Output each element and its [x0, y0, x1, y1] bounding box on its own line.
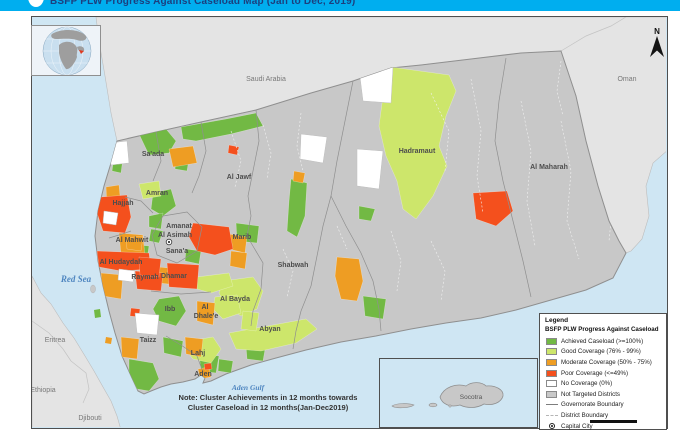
- title-bar: BSFP PLW Progress Against Caseload Map (…: [0, 0, 680, 11]
- swatch-not-targeted: [546, 390, 557, 398]
- main-map: Sa'ada Al Jawf Amran Hajjah Marib Al Mah…: [32, 17, 666, 427]
- label-eritrea: Eritrea: [45, 337, 66, 344]
- label-al-asimah: Al Asimah: [158, 232, 192, 239]
- label-al-jawf: Al Jawf: [227, 174, 252, 181]
- capital-city-symbol: [165, 238, 173, 246]
- note: Note: Cluster Achievements in 12 months …: [163, 393, 373, 412]
- label-sanaa: Sana'a: [166, 248, 188, 255]
- note-line-1: Note: Cluster Achievements in 12 months …: [178, 393, 358, 402]
- map-labels: Sa'ada Al Jawf Amran Hajjah Marib Al Mah…: [32, 76, 637, 422]
- label-aden-gulf: Aden Gulf: [231, 383, 266, 392]
- label-djibouti: Djibouti: [78, 415, 102, 422]
- label-al-hudaydah: Al Hudaydah: [100, 259, 143, 266]
- legend-item-capital-city: Capital City: [545, 421, 661, 430]
- label-ibb: Ibb: [165, 306, 176, 313]
- island-districts: [94, 309, 112, 344]
- legend-item-achieved: Achieved Caseload (>=100%): [545, 336, 661, 347]
- label-hadramaut: Hadramaut: [399, 148, 436, 155]
- socotra-inset: Socotra: [379, 358, 538, 428]
- globe-icon: [42, 26, 92, 75]
- label-marib: Marib: [233, 234, 252, 241]
- governorate-boundaries: [108, 57, 532, 373]
- swatch-moderate: [546, 358, 557, 366]
- north-arrow-icon: [650, 36, 664, 57]
- legend-item-moderate: Moderate Coverage (50% - 75%): [545, 357, 661, 368]
- label-lahj: Lahj: [191, 350, 205, 357]
- legend-subtitle: BSFP PLW Progress Against Caseload: [545, 326, 659, 333]
- label-raymah: Raymah: [131, 274, 158, 281]
- label-amran: Amran: [146, 190, 168, 197]
- legend-title: Legend: [545, 317, 569, 324]
- governorate-boundary-symbol: [545, 404, 558, 406]
- north-arrow: N: [648, 27, 666, 63]
- districts-poor: [96, 144, 514, 371]
- label-oman: Oman: [617, 76, 636, 83]
- label-al-mahwit: Al Mahwit: [116, 237, 149, 244]
- label-al-bayda: Al Bayda: [220, 296, 250, 303]
- capital-city-icon: [548, 423, 555, 430]
- label-shabwah: Shabwah: [278, 262, 309, 269]
- swatch-poor: [546, 369, 557, 377]
- legend-item-district-boundary: District Boundary: [545, 410, 661, 421]
- swatch-achieved: [546, 337, 557, 345]
- label-al-dhalee-2: Dhale'e: [194, 313, 219, 320]
- legend-item-governorate-boundary: Governorate Boundary: [545, 400, 661, 411]
- label-red-sea: Red Sea: [60, 274, 92, 284]
- districts-moderate: [100, 145, 364, 380]
- label-amanat: Amanat: [166, 223, 192, 230]
- label-hajjah: Hajjah: [112, 200, 133, 207]
- district-boundary-symbol: [545, 414, 558, 416]
- socotra-map: Socotra: [391, 382, 504, 409]
- label-taizz: Taizz: [140, 337, 157, 344]
- legend-item-not-targeted: Not Targeted Districts: [545, 389, 661, 400]
- legend-item-no-coverage: No Coverage (0%): [545, 378, 661, 389]
- socotra-island: [439, 382, 504, 408]
- globe-locator-inset: [31, 25, 101, 76]
- label-saudi-arabia: Saudi Arabia: [246, 76, 286, 83]
- label-socotra: Socotra: [460, 394, 483, 401]
- label-al-dhalee-1: Al: [202, 304, 209, 311]
- label-aden: Aden: [194, 371, 212, 378]
- note-line-2: Cluster Caseload in 12 months(Jan-Dec201…: [187, 402, 349, 412]
- legend-item-poor: Poor Coverage (<=49%): [545, 368, 661, 379]
- map-title: BSFP PLW Progress Against Caseload Map (…: [50, 0, 356, 7]
- legend-item-good: Good Coverage (76% - 99%): [545, 347, 661, 358]
- north-label: N: [654, 27, 660, 36]
- district-choropleth: [96, 66, 514, 392]
- yemen-highlight: [79, 50, 84, 54]
- label-ethiopia: Ethiopia: [32, 387, 56, 394]
- label-dhamar: Dhamar: [161, 273, 187, 280]
- swatch-no-coverage: [546, 380, 557, 388]
- legend: Legend BSFP PLW Progress Against Caseloa…: [539, 313, 667, 430]
- label-saada: Sa'ada: [142, 151, 164, 158]
- label-abyan: Abyan: [259, 326, 280, 333]
- label-al-maharah: Al Maharah: [530, 164, 568, 171]
- map-frame: Sa'ada Al Jawf Amran Hajjah Marib Al Mah…: [31, 16, 668, 429]
- cluster-logo-icon: [28, 0, 44, 7]
- scale-bar: [590, 420, 637, 423]
- swatch-good: [546, 348, 557, 356]
